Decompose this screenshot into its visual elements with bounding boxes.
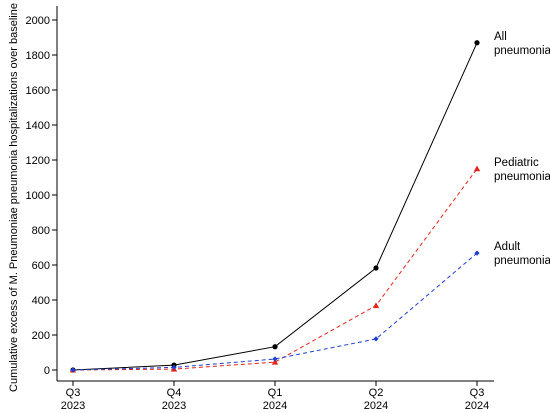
series-labels: All pneumonia Pediatric pneumonia Adult pneum… (494, 31, 550, 267)
y-tick-label: 600 (32, 260, 50, 272)
y-tick-label: 1600 (26, 85, 50, 97)
x-tick-label-year: 2024 (364, 400, 388, 412)
data-point-all-pneumonia (373, 265, 379, 271)
y-tick-label: 1800 (26, 50, 50, 62)
x-tick-label-quarter: Q3 (470, 387, 485, 399)
y-tick-label: 1400 (26, 120, 50, 132)
y-axis-title: Cumulative excess of M. Pneumoniae pneum… (8, 3, 20, 392)
x-tick-label-year: 2023 (61, 400, 85, 412)
series-label-adult-pneumonia: Adult pneumonia (494, 241, 550, 267)
x-tick-label-quarter: Q1 (268, 387, 283, 399)
series-group (69, 40, 481, 373)
data-point-pediatric-pneumonia (372, 302, 380, 309)
data-point-adult-pneumonia (272, 356, 278, 362)
series-line-all-pneumonia (72, 42, 478, 371)
data-point-all-pneumonia (474, 40, 480, 46)
data-point-all-pneumonia (272, 344, 278, 350)
series-label-line: Pediatric (494, 157, 539, 169)
data-point-adult-pneumonia (171, 364, 177, 370)
series-label-line: All (494, 31, 507, 43)
x-tick-label-year: 2023 (162, 400, 186, 412)
y-tick-label: 0 (44, 365, 50, 377)
y-axis: 0 200 400 600 800 1000 1200 1400 1600 1800 2000 (26, 6, 58, 381)
series-line-pediatric-pneumonia (72, 168, 478, 371)
y-tick-label: 200 (32, 330, 50, 342)
data-point-adult-pneumonia (70, 367, 76, 373)
x-tick-label-quarter: Q4 (167, 387, 182, 399)
x-tick-label-quarter: Q2 (369, 387, 384, 399)
data-point-pediatric-pneumonia (473, 165, 481, 172)
series-label-line: pneumonia (494, 171, 550, 183)
y-tick-label: 800 (32, 225, 50, 237)
data-point-adult-pneumonia (474, 250, 480, 256)
series-label-line: Adult (494, 241, 521, 253)
data-point-adult-pneumonia (373, 336, 379, 342)
series-line-adult-pneumonia (72, 252, 478, 371)
series-label-pediatric-pneumonia: Pediatric pneumonia (494, 157, 550, 183)
x-tick-label-year: 2024 (465, 400, 489, 412)
x-tick-label-quarter: Q3 (66, 387, 81, 399)
series-label-all-pneumonia: All pneumonia (494, 31, 550, 57)
series-label-line: pneumonia (494, 45, 550, 57)
y-tick-label: 1200 (26, 155, 50, 167)
data-point-pediatric-pneumonia (271, 358, 279, 365)
y-tick-label: 2000 (26, 15, 50, 27)
y-tick-label: 1000 (26, 190, 50, 202)
x-tick-label-year: 2024 (263, 400, 287, 412)
y-tick-label: 400 (32, 295, 50, 307)
series-label-line: pneumonia (494, 255, 550, 267)
